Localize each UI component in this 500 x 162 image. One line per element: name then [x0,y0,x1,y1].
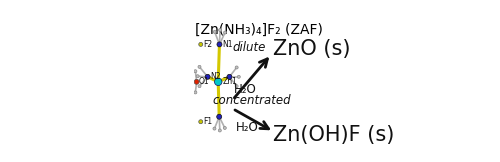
Text: F2: F2 [203,40,212,49]
Circle shape [213,30,216,33]
Circle shape [238,75,240,78]
Circle shape [217,42,222,47]
Text: Zn1: Zn1 [222,77,237,86]
Text: H₂O: H₂O [234,83,257,96]
Circle shape [214,78,222,86]
Circle shape [198,42,202,46]
Circle shape [224,31,226,34]
Circle shape [198,85,201,88]
Text: dilute: dilute [232,41,266,54]
Circle shape [194,91,197,94]
Circle shape [224,127,226,129]
Text: N1: N1 [222,40,232,49]
Circle shape [235,85,238,88]
Circle shape [227,74,232,79]
Circle shape [213,127,216,130]
Circle shape [198,120,202,124]
Circle shape [216,114,222,119]
Circle shape [196,75,199,78]
Circle shape [194,70,197,73]
Text: O1: O1 [199,77,209,86]
Text: Zn(OH)F (s): Zn(OH)F (s) [273,125,394,145]
Circle shape [194,79,199,84]
Text: ZnO (s): ZnO (s) [273,39,350,59]
Circle shape [205,74,210,79]
Text: N2: N2 [210,72,220,81]
Circle shape [218,29,222,32]
Text: H₂O: H₂O [236,121,259,134]
Circle shape [218,129,222,132]
Text: [Zn(NH₃)₄]F₂ (ZAF): [Zn(NH₃)₄]F₂ (ZAF) [195,23,323,37]
Text: F1: F1 [203,117,212,126]
Circle shape [198,65,201,68]
Circle shape [235,66,238,69]
Text: concentrated: concentrated [212,94,291,107]
